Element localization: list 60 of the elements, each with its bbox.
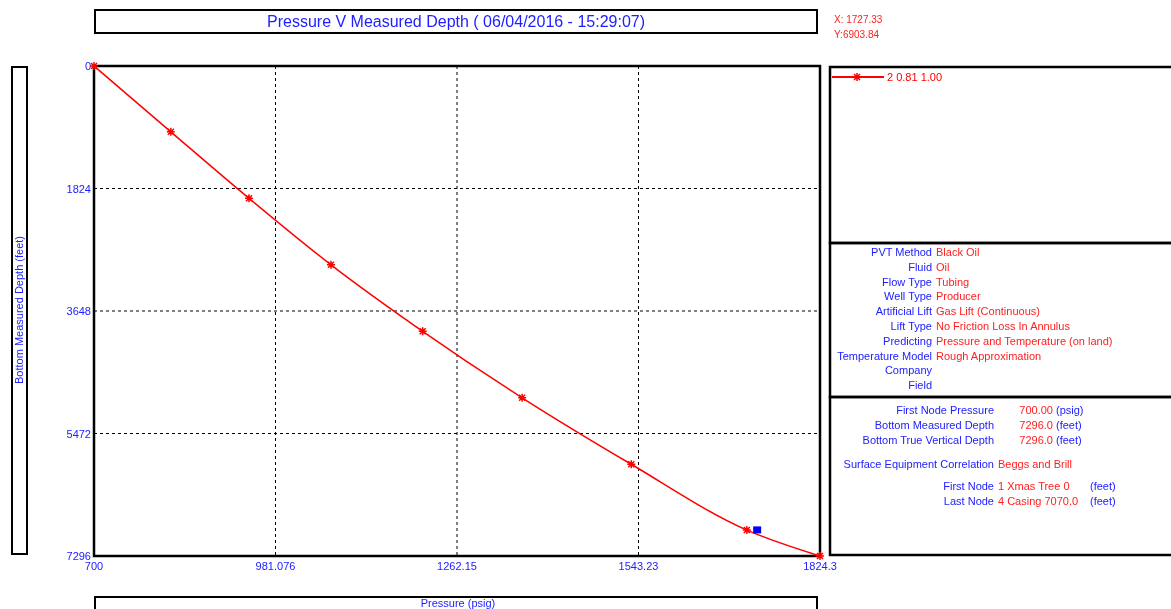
point [166, 127, 176, 137]
text: 700.00 [1019, 404, 1053, 416]
text: PVT Method [871, 246, 932, 258]
point [626, 459, 636, 470]
point [753, 526, 762, 534]
text: Oil [936, 260, 950, 273]
text: 7296.0 [1019, 434, 1053, 446]
point [742, 525, 752, 535]
point [244, 193, 254, 204]
text: Tubing [936, 275, 970, 288]
text: Bottom True Vertical Depth [862, 434, 994, 446]
point [815, 551, 825, 561]
text: X: 1727.33 [834, 14, 883, 25]
x-axis-title: Pressure (psig) [420, 597, 496, 609]
y-tick-label: 5472 [66, 427, 91, 440]
text: First Node [943, 480, 994, 492]
text: Flow Type [882, 275, 932, 288]
text: Producer [936, 290, 981, 303]
y-axis-title: Bottom Measured Depth (feet) [13, 236, 25, 384]
text: 1 Xmas Tree 0 [998, 480, 1070, 492]
text: Rough Approximation [936, 349, 1042, 362]
text: Gas Lift (Continuous) [936, 305, 1040, 318]
text: Lift Type [890, 320, 932, 332]
x-tick-label: 1543.23 [618, 560, 659, 572]
text: Field [908, 379, 932, 392]
x-tick-label: 981.076 [255, 560, 296, 572]
chart-title: Pressure V Measured Depth ( 06/04/2016 - 15:29:07) [267, 13, 645, 30]
text: 4 Casing 7070.0 [998, 495, 1079, 507]
y-tick-label: 0 [84, 60, 91, 72]
text: Beggs and Brill [998, 458, 1072, 470]
y-tick-label: 1824 [66, 182, 91, 195]
x-tick-label: 700 [84, 560, 104, 572]
text: Fluid [908, 260, 932, 273]
text: (feet) [1090, 495, 1116, 507]
text: First Node Pressure [896, 404, 994, 416]
point [417, 326, 428, 337]
text: Pressure and Temperature (on land) [936, 334, 1113, 347]
text: Y:6903.84 [834, 29, 880, 40]
text: 7296.0 [1019, 419, 1053, 431]
x-tick-label: 1824.3 [803, 560, 837, 572]
text: Predicting [883, 334, 932, 347]
text: Bottom Measured Depth [874, 419, 994, 431]
text: (feet) [1090, 480, 1116, 492]
text: Temperature Model [837, 349, 932, 362]
x-tick-label: 1262.15 [437, 560, 477, 572]
text: Well Type [884, 290, 932, 303]
legend-label: 2 0.81 1.00 [887, 71, 943, 83]
text: Company [884, 364, 933, 377]
text: Artificial Lift [875, 305, 932, 318]
text: Black Oil [936, 246, 980, 258]
text: (feet) [1056, 419, 1082, 431]
text: Surface Equipment Correlation [843, 458, 994, 470]
point [326, 260, 336, 270]
point [517, 393, 527, 403]
text: No Friction Loss In Annulus [936, 320, 1071, 332]
y-tick-label: 3648 [66, 305, 91, 317]
y-tick-label: 7296 [66, 550, 91, 562]
text: (feet) [1056, 434, 1082, 446]
text: (psig) [1056, 404, 1084, 416]
text: Last Node [943, 495, 994, 507]
